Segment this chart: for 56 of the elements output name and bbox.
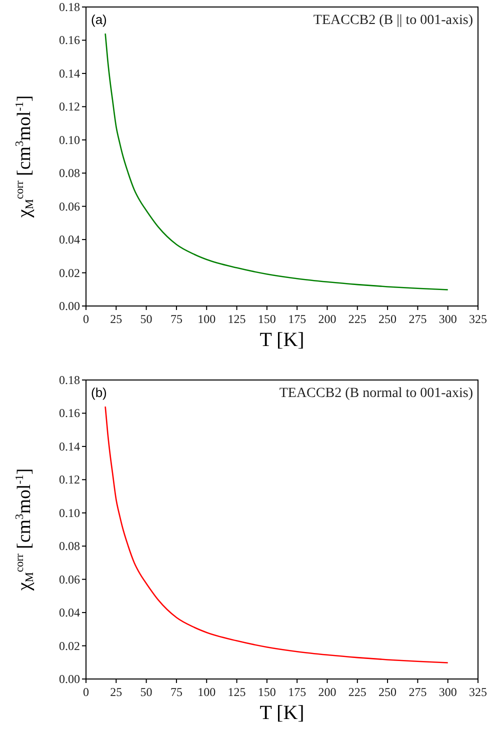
x-tick-label: 50 — [140, 312, 152, 326]
x-tick-label: 325 — [469, 685, 487, 699]
annotation: TEACCB2 (B || to 001-axis) — [313, 13, 474, 28]
x-tick-label: 325 — [469, 312, 487, 326]
x-tick-label: 300 — [438, 312, 457, 326]
y-tick-label: 0.16 — [59, 33, 80, 48]
x-tick-label: 175 — [288, 685, 306, 699]
y-tick-label: 0.02 — [59, 638, 80, 653]
x-tick-label: 125 — [228, 685, 246, 699]
x-tick-label: 50 — [140, 685, 152, 699]
y-tick-label: 0.12 — [59, 100, 80, 114]
y-tick-label: 0.18 — [59, 373, 80, 387]
x-tick-label: 75 — [170, 312, 182, 326]
x-axis-title: T [K] — [260, 702, 304, 724]
x-tick-label: 100 — [198, 312, 216, 326]
x-tick-label: 275 — [408, 312, 427, 326]
x-tick-label: 0 — [83, 312, 89, 326]
x-tick-label: 200 — [318, 312, 336, 326]
x-tick-label: 275 — [408, 685, 427, 699]
x-tick-label: 25 — [110, 312, 122, 326]
annotation: TEACCB2 (B normal to 001-axis) — [279, 386, 474, 401]
y-tick-label: 0.16 — [59, 406, 80, 420]
x-tick-label: 250 — [378, 685, 397, 699]
x-axis-title: T [K] — [260, 329, 304, 351]
line-series — [104, 32, 448, 290]
line-series — [104, 406, 448, 664]
y-tick-label: 0.10 — [59, 132, 80, 147]
x-tick-label: 250 — [378, 312, 397, 326]
annotation: (b) — [91, 385, 107, 400]
x-tick-label: 75 — [170, 685, 182, 699]
y-tick-label: 0.14 — [59, 439, 80, 454]
y-tick-label: 0.00 — [59, 299, 80, 313]
x-tick-label: 100 — [198, 685, 216, 699]
y-tick-label: 0.08 — [59, 539, 80, 554]
y-tick-label: 0.02 — [59, 266, 80, 280]
y-tick-label: 0.14 — [59, 66, 80, 80]
y-tick-label: 0.12 — [59, 472, 80, 487]
y-tick-label: 0.04 — [59, 606, 80, 620]
x-tick-label: 0 — [83, 685, 89, 699]
y-tick-label: 0.00 — [59, 672, 80, 686]
x-tick-label: 200 — [318, 685, 336, 699]
x-tick-label: 300 — [438, 685, 457, 699]
x-tick-label: 125 — [228, 312, 246, 326]
x-tick-label: 225 — [348, 685, 366, 699]
y-tick-label: 0.08 — [59, 166, 80, 180]
y-tick-label: 0.18 — [59, 0, 80, 14]
annotation: (a) — [91, 12, 107, 27]
y-tick-label: 0.10 — [59, 506, 80, 520]
y-tick-label: 0.06 — [59, 199, 80, 214]
x-tick-label: 225 — [348, 312, 366, 326]
x-tick-label: 175 — [288, 312, 306, 326]
x-tick-label: 150 — [258, 685, 276, 699]
x-tick-label: 150 — [258, 312, 276, 326]
y-tick-label: 0.06 — [59, 572, 80, 586]
x-tick-label: 25 — [110, 685, 122, 699]
y-tick-label: 0.04 — [59, 232, 80, 247]
